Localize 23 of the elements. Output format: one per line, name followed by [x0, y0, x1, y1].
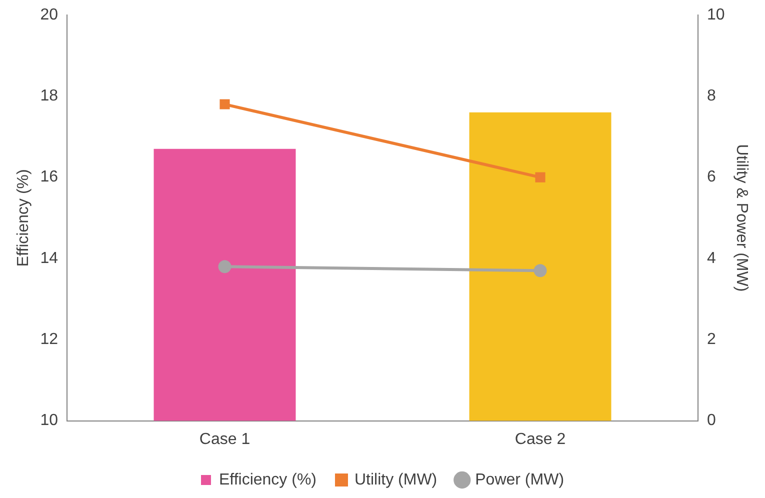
legend-label: Efficiency (%) [218, 471, 316, 488]
y-tick-label: 10 [40, 412, 58, 430]
y2-tick-label: 0 [707, 412, 716, 430]
y-tick-label: 14 [40, 250, 58, 267]
point [218, 260, 232, 274]
y2-tick-label: 8 [707, 88, 716, 105]
point [535, 172, 546, 182]
x-tick-label: Case 1 [199, 430, 250, 448]
point [534, 264, 547, 278]
y2-tick-label: 6 [707, 168, 716, 186]
y-tick-label: 20 [40, 6, 58, 24]
y2-tick-label: 10 [707, 6, 725, 24]
y2-axis-title: Utility & Power (MW) [732, 144, 750, 292]
y2-tick-label: 4 [707, 250, 716, 267]
legend-label: Power (MW) [475, 471, 564, 488]
legend-label: Utility (MW) [354, 471, 438, 488]
y-tick-label: 12 [40, 331, 58, 348]
y-axis-title: Efficiency (%) [15, 169, 32, 267]
y2-tick-label: 2 [707, 331, 716, 348]
y-tick-label: 16 [40, 168, 58, 186]
x-tick-label: Case 2 [514, 430, 566, 448]
point [220, 99, 230, 110]
y-tick-label: 18 [40, 88, 58, 105]
